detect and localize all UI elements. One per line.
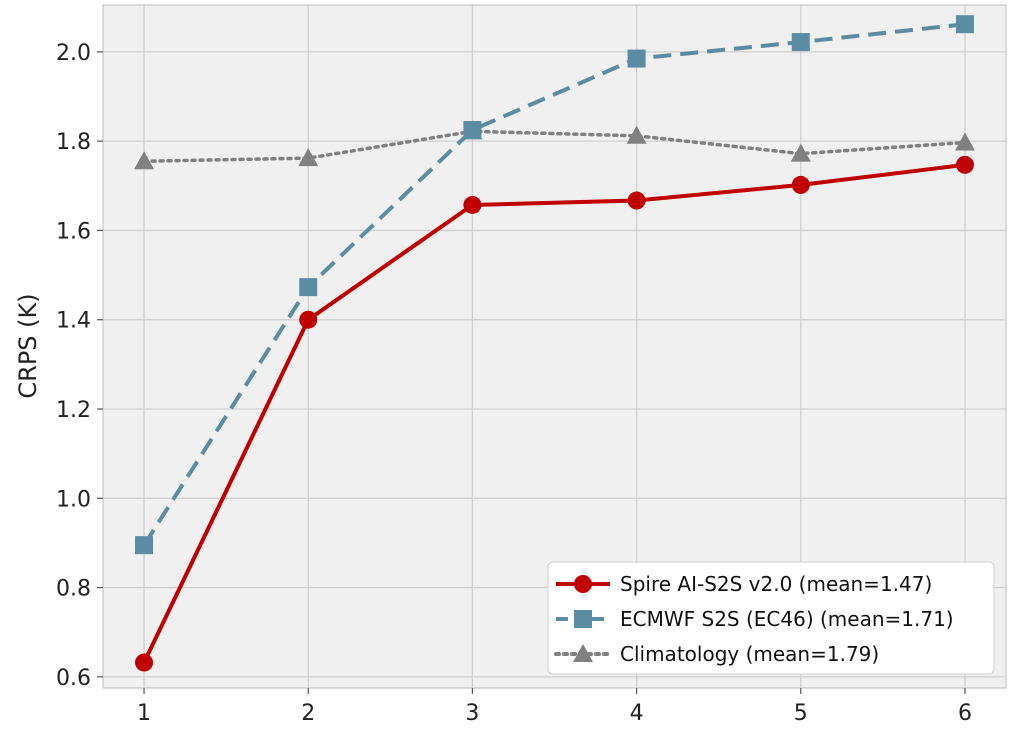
x-axis-ticks: 1 2 3 4 5 6 bbox=[137, 688, 972, 726]
legend-entry: Spire AI-S2S v2.0 (mean=1.47) bbox=[556, 572, 932, 596]
data-point bbox=[134, 151, 155, 170]
x-tick-label: 5 bbox=[794, 701, 808, 726]
data-point bbox=[955, 15, 974, 34]
x-tick-label: 4 bbox=[630, 701, 644, 726]
series-layer bbox=[134, 15, 975, 672]
legend-swatch-marker bbox=[573, 644, 593, 662]
data-point bbox=[463, 120, 482, 139]
data-point bbox=[135, 653, 154, 672]
data-point bbox=[790, 143, 811, 162]
data-point bbox=[299, 310, 318, 329]
legend-entry: ECMWF S2S (EC46) (mean=1.71) bbox=[556, 607, 954, 631]
legend-box bbox=[547, 561, 995, 675]
series-circle bbox=[135, 155, 974, 672]
series-line bbox=[142, 162, 966, 664]
y-axis-ticks: 0.6 0.8 1.0 1.2 1.4 1.6 1.8 2.0 bbox=[56, 41, 103, 691]
series-square bbox=[135, 15, 974, 555]
legend-swatch-marker bbox=[574, 610, 592, 628]
legend-swatch-marker bbox=[574, 575, 592, 593]
series-line bbox=[142, 22, 966, 547]
series-triangle bbox=[134, 121, 975, 170]
x-tick-label: 3 bbox=[465, 701, 479, 726]
series-line bbox=[142, 129, 967, 163]
y-tick-label: 1.0 bbox=[56, 487, 91, 512]
y-tick-label: 0.8 bbox=[56, 577, 91, 602]
data-point bbox=[955, 155, 974, 174]
legend-label: Spire AI-S2S v2.0 (mean=1.47) bbox=[620, 572, 932, 596]
x-tick-label: 2 bbox=[301, 701, 315, 726]
data-point bbox=[627, 49, 646, 68]
y-tick-label: 1.2 bbox=[56, 398, 91, 423]
x-tick-label: 1 bbox=[137, 701, 151, 726]
data-point bbox=[626, 125, 647, 144]
y-axis-label: CRPS (K) bbox=[14, 293, 42, 398]
y-tick-label: 0.6 bbox=[56, 666, 91, 691]
data-point bbox=[791, 33, 810, 52]
data-point bbox=[298, 148, 319, 167]
legend-label: Climatology (mean=1.79) bbox=[620, 642, 879, 666]
y-tick-label: 1.4 bbox=[56, 309, 91, 334]
data-point bbox=[299, 278, 318, 297]
y-tick-label: 2.0 bbox=[56, 41, 91, 66]
y-tick-label: 1.8 bbox=[56, 130, 91, 155]
data-point bbox=[791, 175, 810, 194]
data-point bbox=[954, 132, 975, 151]
data-point bbox=[135, 536, 154, 555]
x-tick-label: 6 bbox=[958, 701, 972, 726]
data-point bbox=[463, 195, 482, 214]
y-tick-label: 1.6 bbox=[56, 219, 91, 244]
data-point bbox=[627, 191, 646, 210]
legend: Spire AI-S2S v2.0 (mean=1.47) ECMWF S2S (… bbox=[547, 561, 995, 675]
legend-label: ECMWF S2S (EC46) (mean=1.71) bbox=[620, 607, 954, 631]
legend-entry: Climatology (mean=1.79) bbox=[554, 642, 879, 666]
